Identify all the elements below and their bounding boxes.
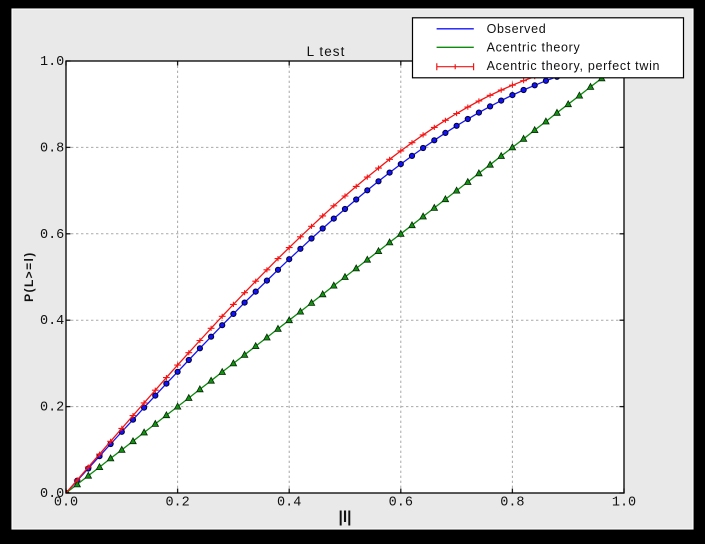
svg-text:0.6: 0.6 [40, 228, 64, 243]
svg-text:|l|: |l| [339, 509, 352, 526]
svg-text:0.6: 0.6 [389, 495, 413, 510]
svg-text:0.8: 0.8 [40, 141, 64, 156]
svg-text:0.4: 0.4 [40, 314, 64, 329]
svg-text:0.8: 0.8 [500, 495, 524, 510]
svg-text:Acentric theory, perfect twin: Acentric theory, perfect twin [487, 59, 661, 73]
svg-text:0.2: 0.2 [165, 495, 189, 510]
svg-text:Observed: Observed [487, 22, 547, 36]
svg-text:P(L>=l): P(L>=l) [22, 251, 36, 301]
svg-text:0.0: 0.0 [54, 495, 78, 510]
svg-text:L test: L test [307, 44, 346, 59]
svg-text:1.0: 1.0 [40, 55, 64, 70]
svg-text:0.0: 0.0 [40, 487, 64, 502]
svg-text:0.2: 0.2 [40, 401, 64, 416]
svg-text:Acentric theory: Acentric theory [487, 41, 581, 55]
svg-text:1.0: 1.0 [612, 495, 636, 510]
svg-text:0.4: 0.4 [277, 495, 301, 510]
